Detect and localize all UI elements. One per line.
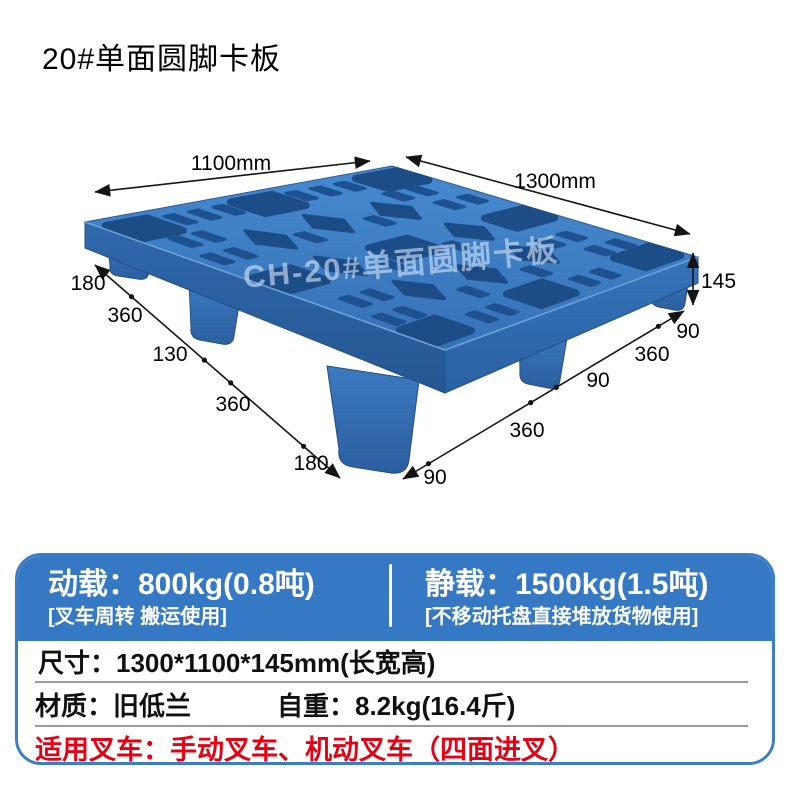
dim-label-bottom-1: 360 bbox=[509, 419, 544, 442]
static-load-cell: 静载：1500kg(1.5吨) [不移动托盘直接堆放货物使用] bbox=[392, 556, 772, 641]
pallet-illustration: CH-20#单面圆脚卡板 1100mm 1300mm 180 360 130 3… bbox=[70, 152, 736, 489]
dim-label-bottom-0: 90 bbox=[423, 466, 446, 489]
dim-label-left-3: 360 bbox=[215, 393, 250, 416]
size-row: 尺寸：1300*1100*145mm(长宽高) bbox=[35, 641, 748, 683]
deck-hole bbox=[186, 208, 223, 221]
dim-label-1100: 1100mm bbox=[191, 152, 271, 175]
dim-label-bottom-2: 90 bbox=[586, 369, 609, 392]
dimension-annotations: 1100mm 1300mm 180 360 130 360 180 90 360… bbox=[70, 152, 736, 489]
deck-hole bbox=[162, 213, 199, 226]
forklift-text: 适用叉车：手动叉车、机动叉车（四面进叉） bbox=[35, 734, 575, 765]
load-header: 动载：800kg(0.8吨) [叉车周转 搬运使用] 静载：1500kg(1.5… bbox=[18, 556, 772, 641]
size-text: 尺寸：1300*1100*145mm(长宽高) bbox=[38, 647, 436, 678]
dim-dot bbox=[128, 294, 135, 300]
deck-hole bbox=[609, 242, 685, 272]
dim-dot bbox=[228, 380, 234, 386]
deck-hole bbox=[226, 190, 310, 218]
dim-dot bbox=[655, 323, 662, 329]
dim-dot bbox=[553, 384, 559, 390]
dynamic-load-cell: 动载：800kg(0.8吨) [叉车周转 搬运使用] bbox=[18, 556, 389, 641]
deck-hole bbox=[456, 285, 491, 299]
deck-hole bbox=[520, 265, 554, 278]
spec-rows: 尺寸：1300*1100*145mm(长宽高) 材质：旧低兰 自重：8.2kg(… bbox=[18, 641, 772, 765]
dim-label-left-1: 360 bbox=[107, 304, 142, 327]
dim-label-height: 145 bbox=[701, 270, 736, 293]
dim-dot bbox=[425, 461, 432, 467]
deck-hole bbox=[583, 244, 616, 257]
dim-line-left-edge bbox=[94, 264, 341, 479]
deck-hole bbox=[337, 294, 374, 309]
deck-hole bbox=[292, 231, 328, 244]
dim-label-left-4: 180 bbox=[293, 452, 328, 475]
deck-hole bbox=[533, 237, 567, 249]
deck-hole bbox=[243, 229, 299, 250]
page-title: 20#单面圆脚卡板 bbox=[42, 43, 282, 76]
dim-label-left-0: 180 bbox=[70, 272, 105, 295]
deck-hole bbox=[568, 274, 602, 288]
deck-hole bbox=[391, 279, 447, 301]
deck-hole bbox=[362, 215, 397, 227]
deck-hole bbox=[101, 214, 187, 243]
static-load-note: [不移动托盘直接堆放货物使用] bbox=[425, 606, 699, 628]
deck-hole bbox=[222, 247, 259, 260]
material-row: 材质：旧低兰 自重：8.2kg(16.4斤) bbox=[35, 683, 748, 727]
dim-label-bottom-4: 90 bbox=[676, 320, 699, 343]
dim-label-bottom-3: 360 bbox=[634, 343, 669, 366]
spec-panel: 动载：800kg(0.8吨) [叉车周转 搬运使用] 静载：1500kg(1.5… bbox=[15, 553, 775, 765]
dim-dot bbox=[301, 443, 307, 449]
dim-label-left-2: 130 bbox=[152, 343, 187, 366]
deck-hole bbox=[167, 235, 204, 249]
weight-text: 自重：8.2kg(16.4斤) bbox=[277, 690, 516, 721]
foot-front-corner bbox=[326, 365, 420, 474]
deck-hole bbox=[605, 238, 637, 250]
dim-dot bbox=[528, 400, 534, 406]
deck-hole bbox=[508, 245, 560, 264]
dim-line-bottom-edge bbox=[402, 310, 685, 480]
deck-hole bbox=[455, 264, 509, 284]
dim-label-1300: 1300mm bbox=[514, 170, 596, 193]
deck-hole bbox=[374, 258, 409, 271]
dim-dot bbox=[201, 357, 207, 363]
dim-line-1100 bbox=[94, 156, 371, 197]
deck-hole bbox=[301, 213, 355, 234]
deck-hole bbox=[211, 203, 247, 216]
forklift-row: 适用叉车：手动叉车、机动叉车（四面进叉） bbox=[35, 727, 748, 765]
deck-hole bbox=[441, 240, 475, 253]
dynamic-load-note: [叉车周转 搬运使用] bbox=[48, 606, 227, 628]
deck-hole bbox=[589, 267, 622, 280]
deck-hole bbox=[503, 278, 580, 310]
header-divider bbox=[389, 564, 392, 627]
deck-hole bbox=[359, 288, 395, 302]
deck-hole bbox=[190, 230, 227, 243]
dim-line-1300 bbox=[405, 154, 691, 237]
static-load-title: 静载：1500kg(1.5吨) bbox=[425, 568, 709, 601]
material-text: 材质：旧低兰 bbox=[35, 690, 192, 721]
deck-hole bbox=[365, 234, 445, 264]
dynamic-load-title: 动载：800kg(0.8吨) bbox=[48, 568, 315, 601]
deck-hole bbox=[199, 252, 236, 266]
